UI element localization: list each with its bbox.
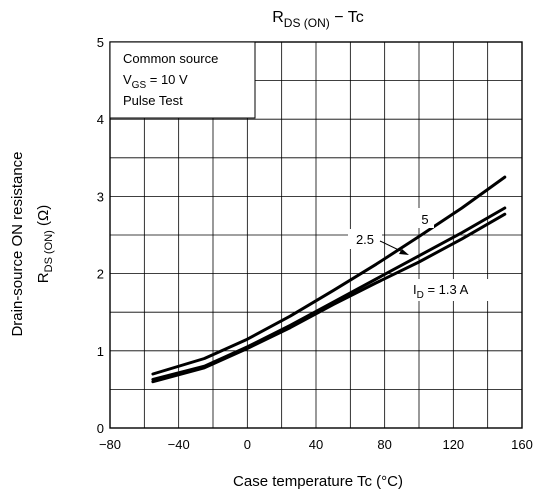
chart-title-rest: − Tc — [330, 9, 364, 26]
y-tick-label: 3 — [97, 189, 104, 204]
curve-label-5: 5 — [421, 212, 428, 227]
curve-label-id-rest: = 1.3 A — [424, 282, 469, 297]
annotation-box-frame — [109, 41, 256, 119]
y-tick-label: 1 — [97, 344, 104, 359]
annotation-vgs-main: V — [123, 72, 132, 87]
y-axis-label-unit: (Ω) — [35, 205, 52, 226]
series-line-3 — [151, 212, 507, 384]
x-tick-label: −80 — [99, 437, 121, 452]
x-axis-label: Case temperature Tc (°C) — [233, 473, 403, 490]
y-tick-labels: 0 1 2 3 4 5 — [97, 35, 104, 436]
x-tick-label: 160 — [511, 437, 533, 452]
curve-label-id: ID = 1.3 A — [413, 282, 469, 301]
x-tick-label: −40 — [168, 437, 190, 452]
curve-label-id-main: I — [413, 282, 417, 297]
curve-label-2-5: 2.5 — [356, 232, 374, 247]
annotation-box: Common source VGS = 10 V Pulse Test — [109, 41, 256, 119]
chart-title-main: R — [272, 9, 284, 26]
x-tick-labels: −80 −40 0 40 80 120 160 — [99, 437, 533, 452]
x-tick-label: 40 — [309, 437, 323, 452]
series-group — [151, 175, 507, 384]
curve-label-id-sub: D — [417, 290, 424, 301]
series-line-1 — [151, 175, 507, 376]
y-tick-label: 5 — [97, 35, 104, 50]
y-tick-label: 4 — [97, 112, 104, 127]
curve-labels: 5 2.5 ID = 1.3 A — [348, 208, 497, 301]
chart-title-sub: DS (ON) — [284, 16, 330, 30]
curve-label-2-5-arrow-head — [399, 249, 409, 255]
annotation-line-1: Common source — [123, 51, 218, 66]
y-axis-label-line-2: RDS (ON) (Ω) — [35, 205, 55, 283]
annotation-line-2: VGS = 10 V — [123, 72, 188, 91]
y-tick-label: 2 — [97, 267, 104, 282]
x-tick-label: 80 — [377, 437, 391, 452]
curve-label-id-bg — [409, 279, 497, 301]
annotation-vgs-rest: = 10 V — [146, 72, 188, 87]
x-tick-label: 120 — [442, 437, 464, 452]
chart-title: RDS (ON) − Tc — [272, 9, 364, 30]
curve-label-2-5-bg — [348, 229, 382, 249]
y-tick-label: 0 — [97, 421, 104, 436]
y-axis-label-rds-main: R — [35, 272, 52, 283]
y-axis-label-line-1: Drain-source ON resistance — [9, 151, 26, 336]
y-axis-label-rds-sub: DS (ON) — [43, 230, 55, 272]
annotation-line-3: Pulse Test — [123, 93, 183, 108]
curve-label-5-bg — [416, 208, 434, 228]
annotation-vgs-sub: GS — [132, 80, 147, 91]
x-tick-label: 0 — [244, 437, 251, 452]
plot-frame — [109, 41, 523, 429]
